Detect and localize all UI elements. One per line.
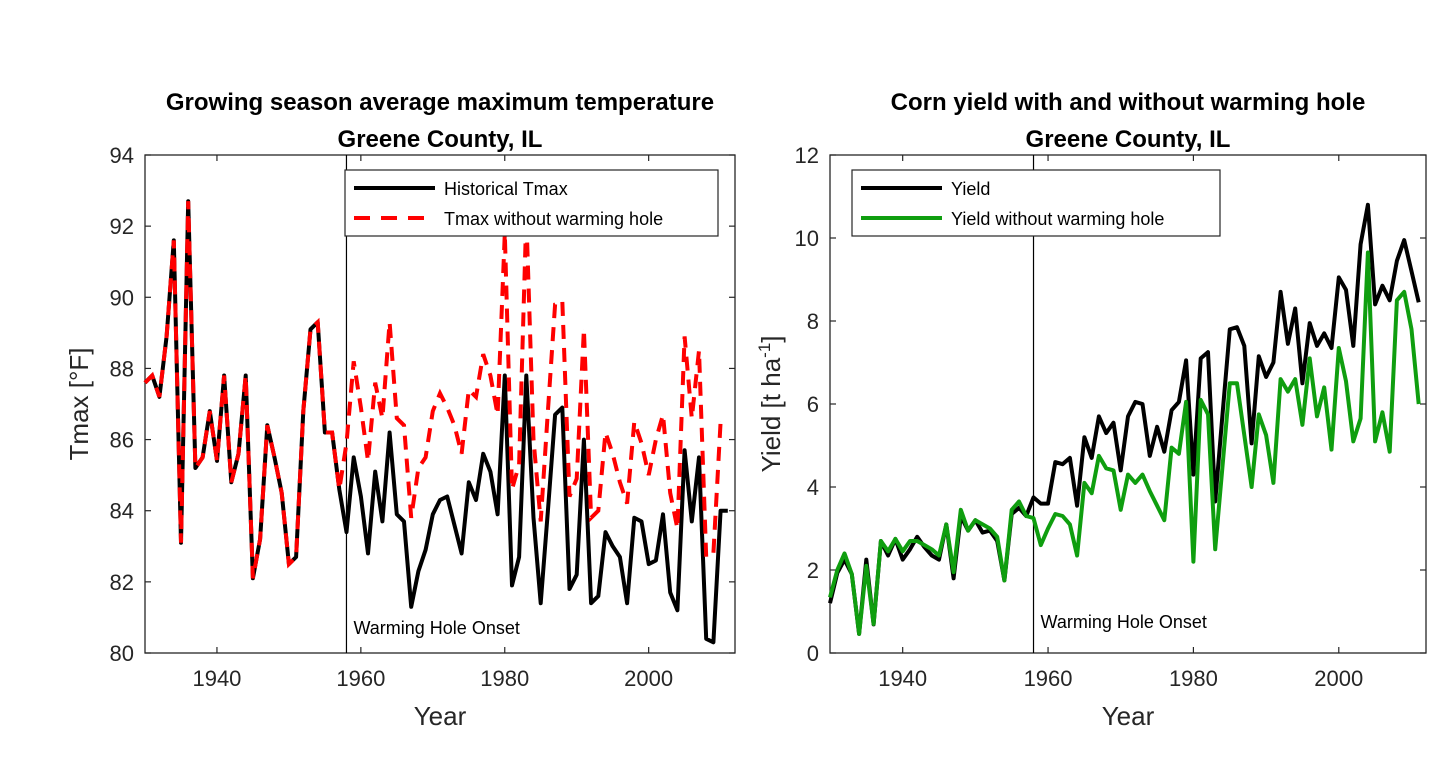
chart-panel-2: Corn yield with and without warming hole… (755, 89, 1427, 731)
y-tick-label: 8 (807, 309, 819, 334)
chart-title-line-1: Growing season average maximum temperatu… (166, 89, 714, 116)
x-tick-label: 1940 (878, 666, 927, 691)
legend-label: Historical Tmax (444, 179, 568, 199)
x-axis-label: Year (414, 701, 467, 731)
x-tick-label: 2000 (1314, 666, 1363, 691)
y-tick-label: 94 (110, 143, 134, 168)
x-tick-label: 2000 (624, 666, 673, 691)
x-tick-label: 1940 (192, 666, 241, 691)
legend: Yield Yield without warming hole (851, 169, 1221, 237)
y-tick-label: 6 (807, 392, 819, 417)
chart-title-line-1: Corn yield with and without warming hole (891, 89, 1366, 116)
y-tick-label: 84 (110, 499, 134, 524)
chart-title-line-2: Greene County, IL (338, 126, 543, 153)
legend: Historical Tmax Tmax without warming hole (344, 169, 719, 237)
y-tick-label: 82 (110, 570, 134, 595)
y-axis-label-superscript: -1 (755, 343, 774, 358)
legend-label: Yield without warming hole (951, 209, 1164, 229)
series-line-yield (828, 202, 1421, 636)
y-tick-label: 10 (795, 226, 819, 251)
y-tick-label: 80 (110, 641, 134, 666)
y-axis-label-close: ] (756, 335, 786, 342)
warming-hole-onset-label: Warming Hole Onset (353, 618, 519, 638)
legend-box (851, 169, 1221, 237)
y-axis-label-text: Yield [t ha (756, 357, 786, 472)
legend-label: Tmax without warming hole (444, 209, 663, 229)
y-axis-label: Tmax [°F] (64, 348, 94, 461)
x-tick-label: 1980 (1169, 666, 1218, 691)
x-tick-label: 1980 (480, 666, 529, 691)
legend-box (344, 169, 719, 237)
y-axis-label-text: Tmax [°F] (64, 348, 94, 461)
y-tick-label: 86 (110, 428, 134, 453)
x-tick-label: 1960 (1024, 666, 1073, 691)
y-axis-label: Yield [t ha-1] (755, 335, 786, 472)
chart-title-line-2: Greene County, IL (1026, 126, 1231, 153)
x-axis-label: Year (1102, 701, 1155, 731)
y-tick-label: 88 (110, 356, 134, 381)
x-tick-label: 1960 (336, 666, 385, 691)
y-tick-label: 92 (110, 214, 134, 239)
y-tick-label: 4 (807, 475, 819, 500)
y-tick-label: 90 (110, 285, 134, 310)
legend-label: Yield (951, 179, 990, 199)
y-tick-label: 0 (807, 641, 819, 666)
y-tick-label: 2 (807, 558, 819, 583)
series-line-yield-without-warming-hole (828, 250, 1421, 636)
chart-panel-1: Growing season average maximum temperatu… (64, 89, 736, 731)
y-tick-label: 12 (795, 143, 819, 168)
warming-hole-onset-label: Warming Hole Onset (1041, 612, 1207, 632)
